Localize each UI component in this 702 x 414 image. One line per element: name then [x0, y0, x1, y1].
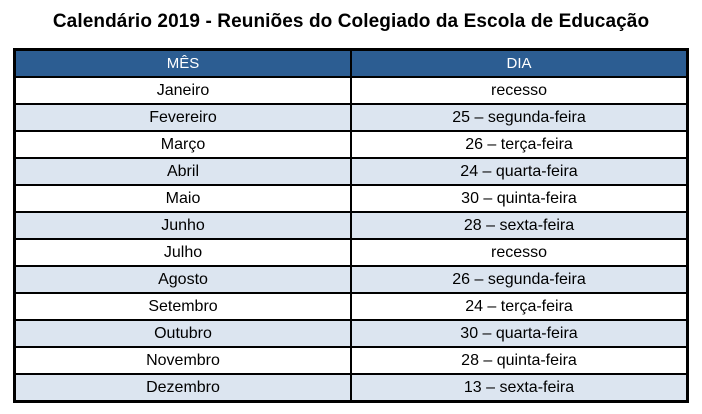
cell-mes: Janeiro — [13, 76, 352, 105]
table-row: Agosto 26 – segunda-feira — [13, 265, 689, 294]
column-header-dia: DIA — [350, 48, 689, 78]
cell-dia: 28 – sexta-feira — [350, 211, 689, 240]
table-body: Janeiro recesso Fevereiro 25 – segunda-feir… — [13, 76, 689, 403]
cell-dia: 28 – quinta-feira — [350, 346, 689, 375]
table-row: Maio 30 – quinta-feira — [13, 184, 689, 213]
cell-mes: Novembro — [13, 346, 352, 375]
cell-mes: Junho — [13, 211, 352, 240]
cell-dia: 26 – segunda-feira — [350, 265, 689, 294]
table-row: Dezembro 13 – sexta-feira — [13, 373, 689, 403]
table-row: Julho recesso — [13, 238, 689, 267]
cell-mes: Setembro — [13, 292, 352, 321]
table-header: MÊS DIA — [13, 48, 689, 78]
cell-mes: Outubro — [13, 319, 352, 348]
table-row: Novembro 28 – quinta-feira — [13, 346, 689, 375]
table-row: Outubro 30 – quarta-feira — [13, 319, 689, 348]
cell-dia: recesso — [350, 76, 689, 105]
cell-mes: Agosto — [13, 265, 352, 294]
cell-mes: Março — [13, 130, 352, 159]
cell-dia: 25 – segunda-feira — [350, 103, 689, 132]
cell-mes: Maio — [13, 184, 352, 213]
cell-mes: Abril — [13, 157, 352, 186]
table-row: Setembro 24 – terça-feira — [13, 292, 689, 321]
cell-dia: 26 – terça-feira — [350, 130, 689, 159]
table-row: Fevereiro 25 – segunda-feira — [13, 103, 689, 132]
cell-mes: Dezembro — [13, 373, 352, 403]
cell-mes: Julho — [13, 238, 352, 267]
page-title: Calendário 2019 - Reuniões do Colegiado … — [52, 11, 650, 32]
cell-dia: 30 – quinta-feira — [350, 184, 689, 213]
cell-dia: 30 – quarta-feira — [350, 319, 689, 348]
cell-dia: recesso — [350, 238, 689, 267]
table-row: Junho 28 – sexta-feira — [13, 211, 689, 240]
cell-dia: 24 – terça-feira — [350, 292, 689, 321]
table-row: Janeiro recesso — [13, 76, 689, 105]
table-row: Março 26 – terça-feira — [13, 130, 689, 159]
cell-dia: 13 – sexta-feira — [350, 373, 689, 403]
cell-dia: 24 – quarta-feira — [350, 157, 689, 186]
column-header-mes: MÊS — [13, 48, 352, 78]
calendar-table: MÊS DIA Janeiro recesso Fevereiro 25 – segu… — [13, 48, 689, 403]
header-row: MÊS DIA — [13, 48, 689, 78]
table-row: Abril 24 – quarta-feira — [13, 157, 689, 186]
cell-mes: Fevereiro — [13, 103, 352, 132]
